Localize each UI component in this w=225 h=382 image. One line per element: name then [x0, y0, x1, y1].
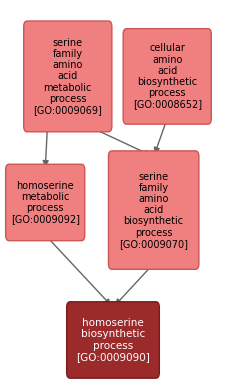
Text: homoserine
metabolic
process
[GO:0009092]: homoserine metabolic process [GO:0009092… — [11, 181, 79, 224]
FancyBboxPatch shape — [6, 164, 84, 241]
Text: serine
family
amino
acid
biosynthetic
process
[GO:0009070]: serine family amino acid biosynthetic pr… — [119, 172, 187, 249]
Text: homoserine
biosynthetic
process
[GO:0009090]: homoserine biosynthetic process [GO:0009… — [76, 318, 149, 362]
FancyBboxPatch shape — [123, 29, 210, 124]
FancyBboxPatch shape — [108, 151, 198, 269]
FancyBboxPatch shape — [66, 302, 159, 378]
Text: serine
family
amino
acid
metabolic
process
[GO:0009069]: serine family amino acid metabolic proce… — [33, 38, 102, 115]
Text: cellular
amino
acid
biosynthetic
process
[GO:0008652]: cellular amino acid biosynthetic process… — [132, 44, 201, 109]
FancyBboxPatch shape — [24, 21, 111, 132]
